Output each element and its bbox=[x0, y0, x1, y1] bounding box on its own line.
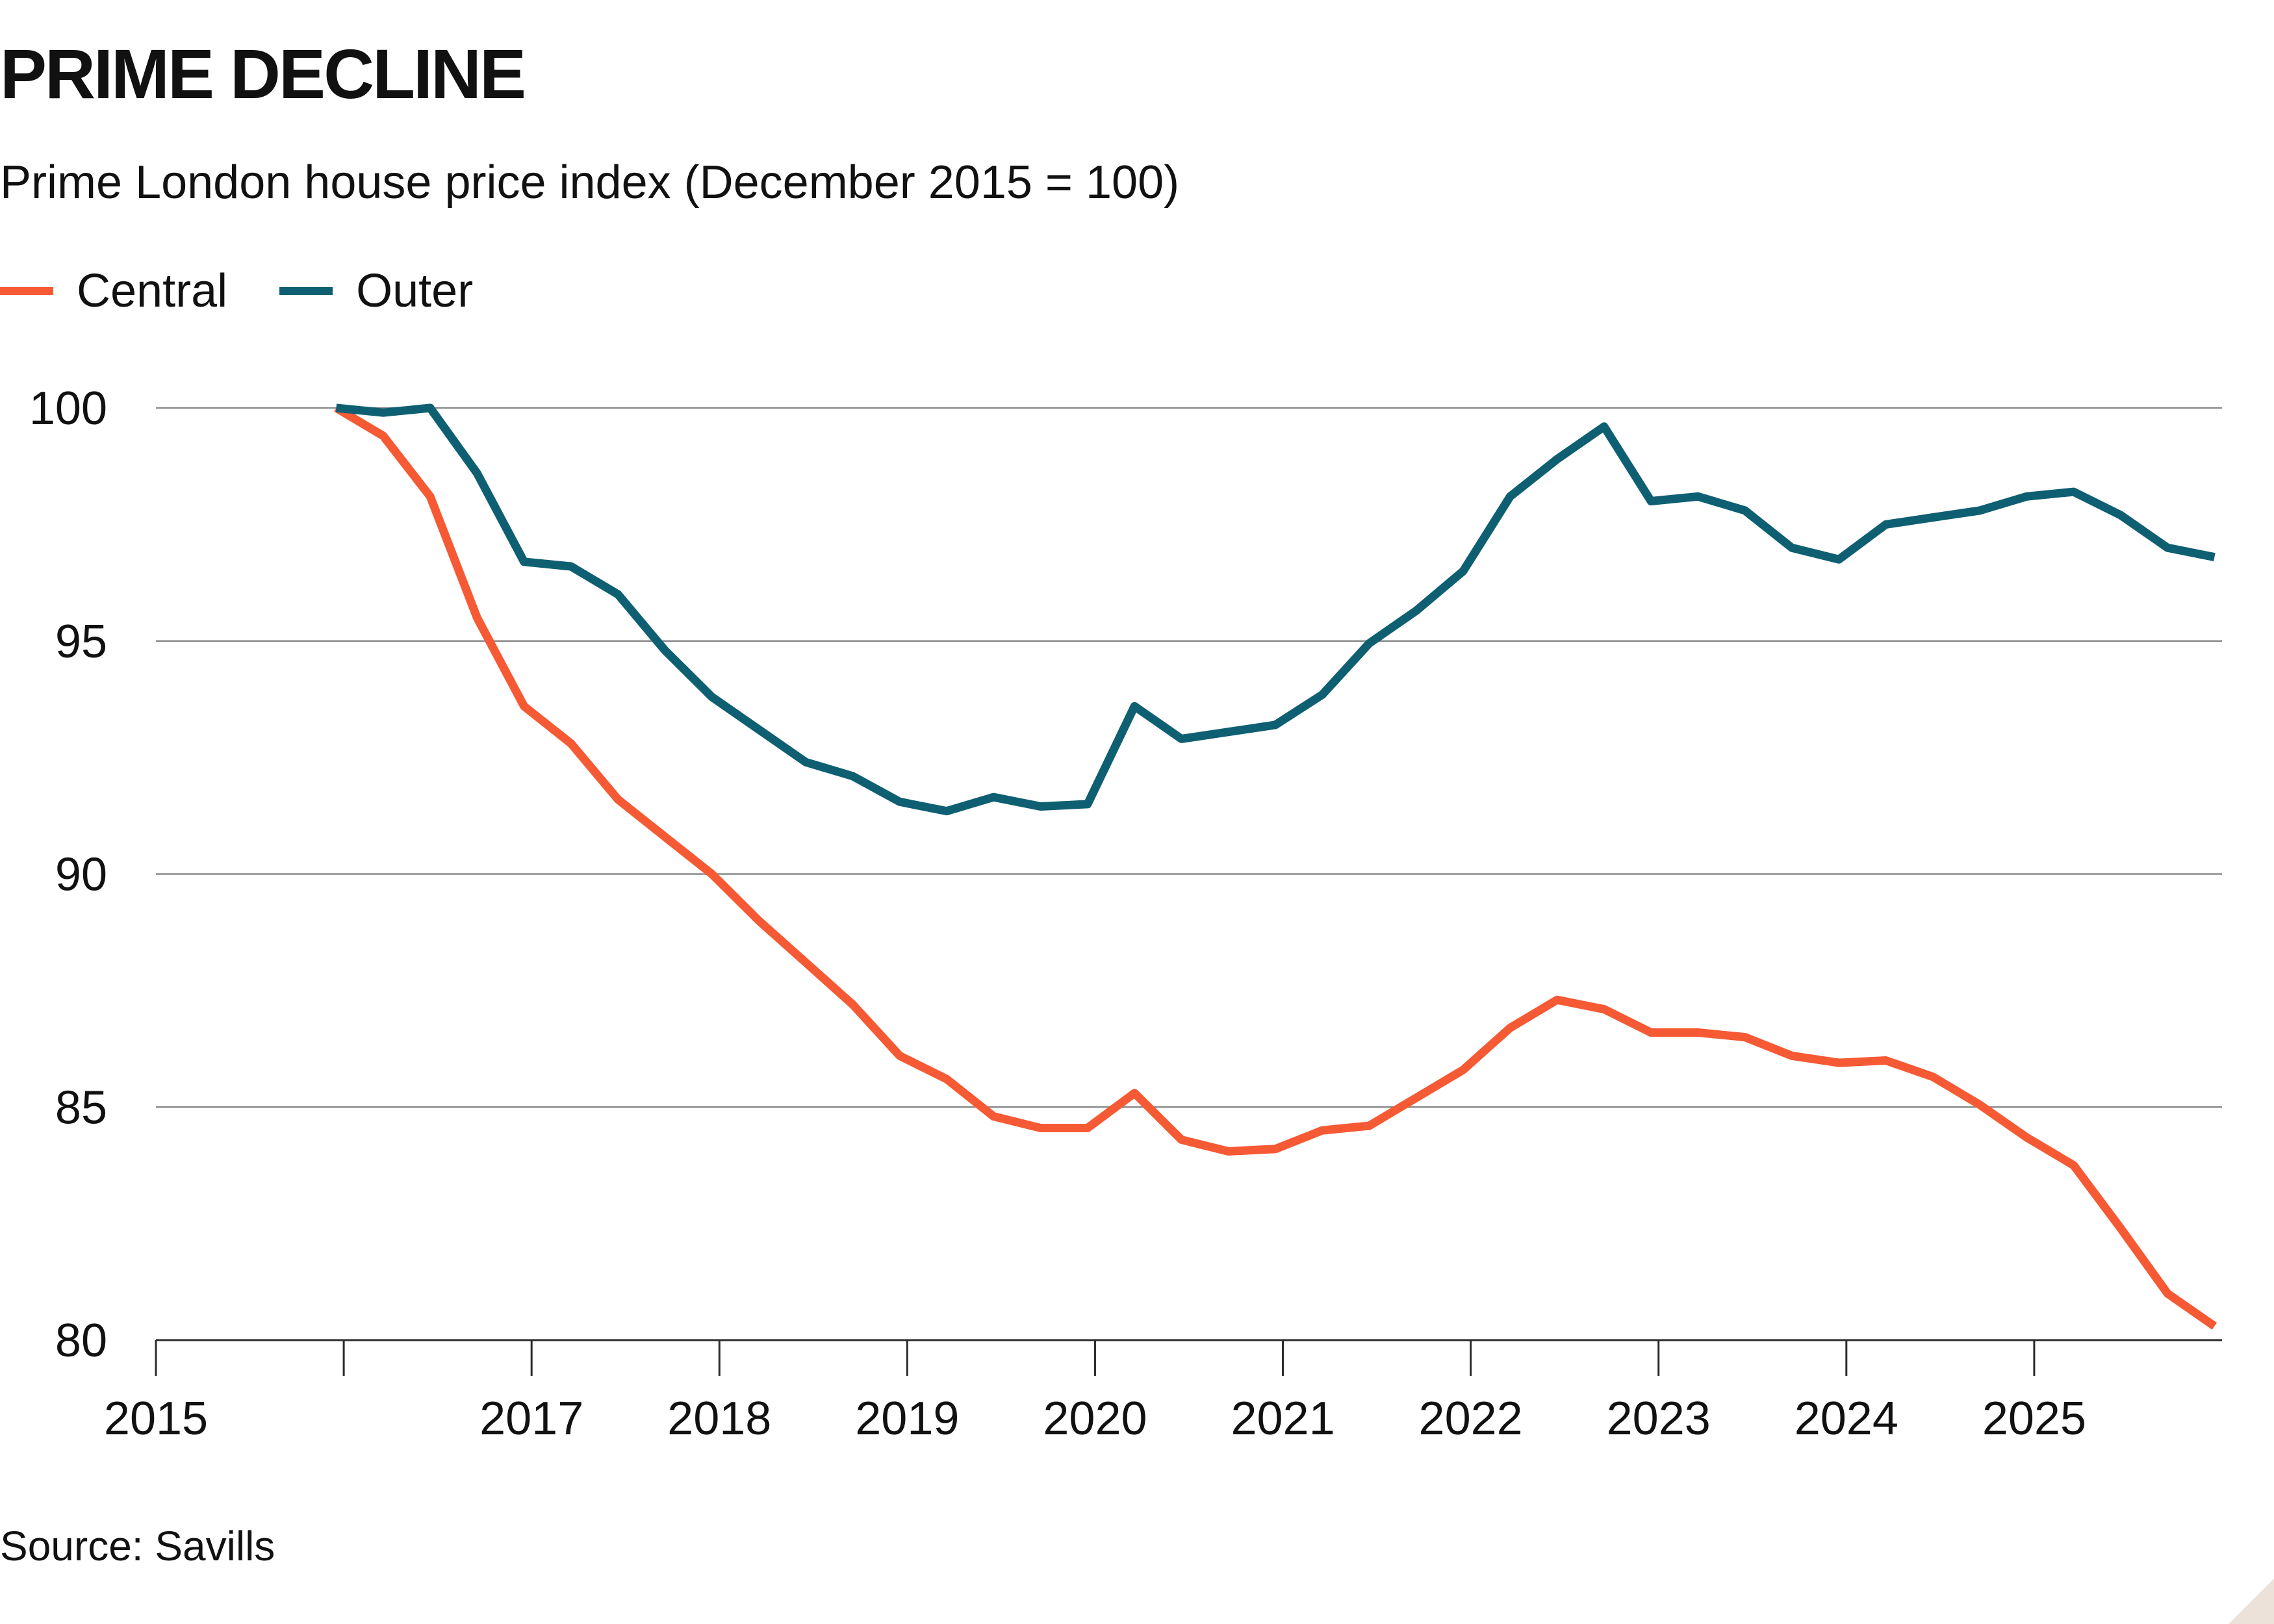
grid-layer bbox=[156, 407, 2222, 1108]
x-tick-label: 2017 bbox=[479, 1393, 583, 1445]
legend-label-outer: Outer bbox=[356, 265, 474, 317]
y-tick-label: 100 bbox=[29, 383, 107, 435]
source-note: Source: Savills bbox=[0, 1523, 275, 1569]
x-tick-label: 2019 bbox=[855, 1393, 959, 1445]
legend-item-central: Central bbox=[0, 268, 227, 314]
corner-fold bbox=[2229, 1579, 2274, 1624]
x-tick-label: 2015 bbox=[104, 1393, 208, 1445]
legend-label-central: Central bbox=[77, 265, 228, 317]
y-tick-label: 80 bbox=[55, 1315, 107, 1367]
series-line-outer bbox=[335, 403, 2216, 816]
legend-item-outer: Outer bbox=[279, 268, 473, 314]
x-tick-label: 2022 bbox=[1419, 1393, 1523, 1445]
chart-subtitle: Prime London house price index (December… bbox=[0, 157, 1180, 209]
x-tick-label: 2020 bbox=[1043, 1393, 1147, 1445]
y-tick-label: 90 bbox=[55, 849, 107, 901]
series-line-central bbox=[334, 404, 2217, 1330]
x-tick-label: 2021 bbox=[1231, 1393, 1335, 1445]
x-tick-label: 2024 bbox=[1795, 1393, 1898, 1445]
y-tick-label: 85 bbox=[55, 1082, 107, 1134]
x-tick-label: 2018 bbox=[667, 1393, 771, 1445]
legend: Central Outer bbox=[0, 259, 525, 324]
series-layer bbox=[334, 403, 2217, 1330]
line-chart: 100 95 90 85 80 2015 2017 2018 2019 2020 2021 2022… bbox=[29, 383, 2222, 1445]
x-tick-label: 2023 bbox=[1607, 1393, 1711, 1445]
chart-title: PRIME DECLINE bbox=[0, 34, 526, 113]
y-axis-ticks: 100 95 90 85 80 bbox=[29, 383, 107, 1367]
x-tick-label: 2025 bbox=[1982, 1393, 2086, 1445]
legend-swatch-central bbox=[0, 287, 53, 295]
x-axis: 2015 2017 2018 2019 2020 2021 2022 2023 2024 2025 bbox=[104, 1339, 2222, 1445]
legend-swatch-outer bbox=[279, 287, 333, 295]
y-tick-label: 95 bbox=[55, 616, 107, 668]
